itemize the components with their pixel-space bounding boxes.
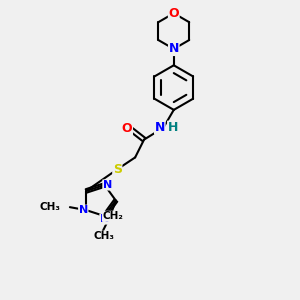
Text: N: N bbox=[103, 180, 112, 190]
Text: O: O bbox=[169, 7, 179, 20]
Text: H: H bbox=[168, 121, 178, 134]
Text: O: O bbox=[122, 122, 132, 135]
Text: N: N bbox=[79, 205, 88, 215]
Text: CH₃: CH₃ bbox=[40, 202, 61, 212]
Text: N: N bbox=[169, 42, 179, 56]
Text: N: N bbox=[100, 214, 109, 224]
Text: N: N bbox=[154, 121, 165, 134]
Text: CH₃: CH₃ bbox=[93, 231, 114, 241]
Text: CH₂: CH₂ bbox=[102, 211, 123, 221]
Text: S: S bbox=[113, 163, 122, 176]
